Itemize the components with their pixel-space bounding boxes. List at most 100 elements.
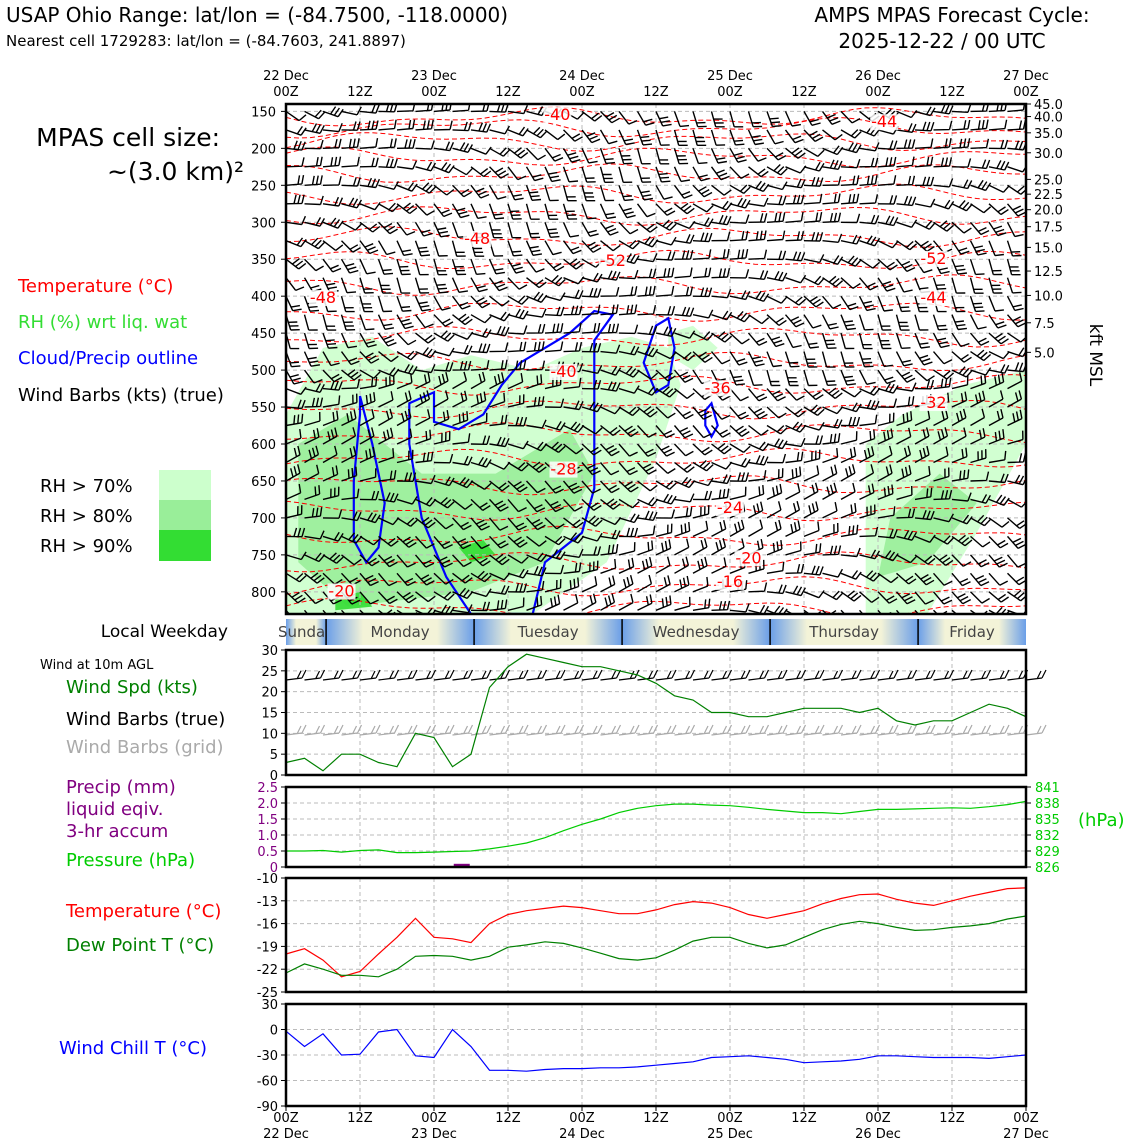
wind-barb <box>748 485 765 501</box>
wind-barb <box>766 111 782 128</box>
wind-barb <box>286 258 307 270</box>
wind-barb <box>544 292 566 302</box>
wind-barb <box>840 158 861 169</box>
wind-barb <box>525 222 541 239</box>
wind-barb <box>544 323 564 334</box>
wind-barb <box>563 562 582 574</box>
weekday-cell <box>622 619 771 645</box>
wind-barb <box>581 576 598 593</box>
wind-barb <box>933 178 954 188</box>
wind-barb <box>359 221 381 233</box>
wind-barb <box>711 331 733 343</box>
top-date-label: 24 Dec <box>559 69 605 84</box>
wind-barb <box>692 148 708 165</box>
wind-barb <box>637 253 658 263</box>
wind-barb <box>322 217 344 229</box>
wind-barb <box>674 521 691 538</box>
wind-barb <box>488 498 509 512</box>
wind-barb <box>581 240 602 253</box>
temp-label-bg <box>870 114 899 131</box>
legend-temperature: Temperature (°C) <box>17 276 173 297</box>
wind-barb <box>581 272 603 283</box>
wind-barb <box>970 119 989 131</box>
wind-barb <box>452 476 474 489</box>
wind-barb <box>877 156 897 168</box>
wind-barb <box>748 230 767 242</box>
pressure-tick-label: 826 <box>1035 861 1060 876</box>
wind-barb <box>877 412 895 427</box>
grid-wind-barb <box>674 724 696 736</box>
wind-barb <box>507 583 528 593</box>
wind-barb <box>489 147 511 157</box>
wind-barb <box>877 369 896 385</box>
wind-barb <box>636 185 654 201</box>
wind-barb <box>433 572 454 585</box>
wind-barb <box>507 277 528 290</box>
wind-barb <box>581 560 599 574</box>
wind-barb <box>822 501 838 519</box>
wind-barb <box>914 445 930 464</box>
wind-barb <box>1006 314 1026 328</box>
wind-barb <box>803 369 818 387</box>
wind-barb <box>562 147 581 163</box>
wind-barb <box>1007 430 1024 445</box>
wind-barb <box>914 466 931 482</box>
wind-barb <box>840 547 861 558</box>
wind-barb <box>286 483 302 501</box>
wind-barb <box>451 295 471 310</box>
weekday-strip: Sunday Monday Tuesday Wednesday Thursday Frid… <box>278 619 1026 645</box>
wind-barb <box>655 443 675 457</box>
wind-barb <box>951 314 967 331</box>
panel-1: 0 5 10 15 20 25 30 <box>261 644 1047 784</box>
wind-barb <box>970 535 991 548</box>
wind-barb <box>674 538 690 556</box>
wind-barb <box>1025 610 1026 612</box>
grid-wind-barb <box>914 724 936 736</box>
wind-barb <box>489 342 509 353</box>
wind-barb <box>877 195 898 205</box>
grid-wind-barb <box>822 724 844 736</box>
wind-barb <box>840 503 857 519</box>
wind-barb <box>877 528 898 539</box>
wind-barb <box>655 219 677 231</box>
wind-barb <box>729 147 747 163</box>
wind-barb <box>655 369 676 382</box>
true-wind-barb <box>637 669 659 681</box>
wind-barb <box>692 184 713 198</box>
wind-barb <box>581 322 601 334</box>
pressure-tick-label: 700 <box>251 512 276 527</box>
isotherm <box>286 106 1026 127</box>
wind-barb <box>544 578 562 593</box>
wind-barb <box>359 427 375 445</box>
wind-barb <box>785 178 806 189</box>
wind-barb <box>970 367 992 376</box>
wind-barb <box>637 556 653 574</box>
wind-barb <box>896 219 918 228</box>
wind-barb <box>396 139 416 149</box>
wind-barb <box>803 161 825 172</box>
wind-barb <box>766 501 782 519</box>
pressure-tick-label: 550 <box>251 401 276 416</box>
wind-barb <box>414 572 435 586</box>
wind-barb <box>489 295 510 307</box>
wind-barb <box>414 295 432 312</box>
wind-barb <box>914 591 934 605</box>
pressure-unit-label: (hPa) <box>1078 810 1125 831</box>
wind-barb <box>359 104 380 114</box>
wind-barb <box>840 213 861 224</box>
temp-label-bg <box>734 550 763 567</box>
wind-barb <box>1025 424 1026 426</box>
wind-barb <box>378 104 398 113</box>
wind-barb <box>286 464 301 482</box>
wind-barb <box>304 156 323 168</box>
wind-barb <box>377 258 394 275</box>
wind-barb <box>933 427 949 445</box>
isotherm <box>286 302 1026 322</box>
wind-barb <box>673 129 688 146</box>
wind-barb <box>637 525 656 538</box>
wind-barb <box>877 140 898 150</box>
wind-barb <box>988 203 1009 216</box>
wind-barb <box>711 520 727 538</box>
wind-barb <box>415 516 436 529</box>
wind-barb <box>914 554 936 565</box>
